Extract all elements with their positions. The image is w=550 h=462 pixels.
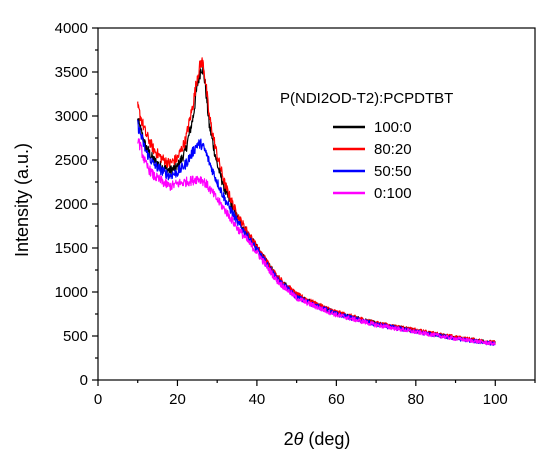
plot-frame xyxy=(97,27,536,381)
y-tick-label: 500 xyxy=(63,328,88,345)
legend-label: 80:20 xyxy=(374,141,412,158)
legend-title: P(NDI2OD-T2):PCPDTBT xyxy=(280,90,453,107)
y-tick-label: 2500 xyxy=(55,152,88,169)
legend: P(NDI2OD-T2):PCPDTBT 100:0 80:20 50:50 0:10… xyxy=(280,90,453,202)
series-line-80-20 xyxy=(137,57,496,344)
x-axis-label-symbol: θ xyxy=(294,429,304,449)
x-tick-label: 100 xyxy=(483,391,508,408)
x-tick-label: 80 xyxy=(407,391,424,408)
x-axis-label-suffix: (deg) xyxy=(303,429,350,449)
y-tick-label: 0 xyxy=(80,372,88,389)
legend-label: 0:100 xyxy=(374,185,412,202)
legend-label: 100:0 xyxy=(374,119,412,136)
y-axis-label: Intensity (a.u.) xyxy=(12,143,32,257)
legend-label: 50:50 xyxy=(374,163,412,180)
y-tick-label: 3500 xyxy=(55,64,88,81)
y-tick-label: 1000 xyxy=(55,284,88,301)
y-tick-label: 2000 xyxy=(55,196,88,213)
series-line-50-50 xyxy=(137,119,496,346)
plot-layer xyxy=(137,57,496,346)
y-tick-label: 4000 xyxy=(55,20,88,37)
x-tick-label: 40 xyxy=(249,391,266,408)
x-tick-label: 0 xyxy=(94,391,102,408)
x-axis-label-prefix: 2 xyxy=(284,429,294,449)
x-tick-label: 20 xyxy=(169,391,186,408)
series-line-0-100 xyxy=(137,138,496,346)
y-tick-label: 1500 xyxy=(55,240,88,257)
x-tick-label: 60 xyxy=(328,391,345,408)
x-axis-label: 2θ (deg) xyxy=(284,429,351,449)
y-tick-label: 3000 xyxy=(55,108,88,125)
axis-layer: 0 20 40 60 80 1000500100015002000250030003500… xyxy=(55,20,536,408)
